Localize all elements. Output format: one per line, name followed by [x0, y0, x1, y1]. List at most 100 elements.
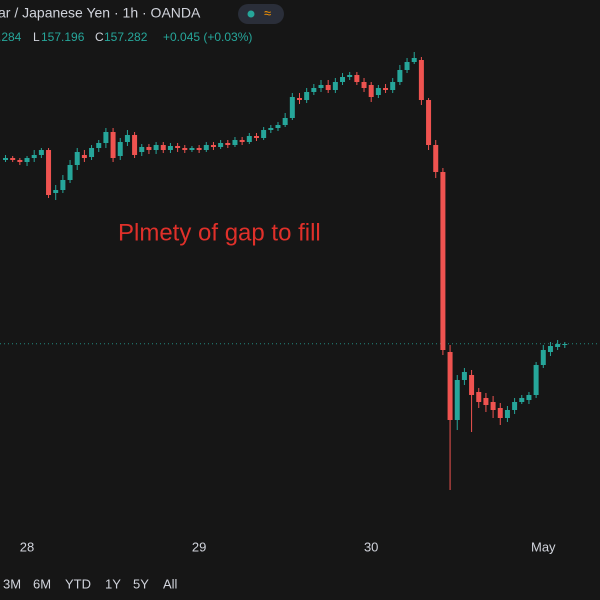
candle-body — [74, 152, 80, 165]
candle-body — [397, 70, 403, 82]
candle-body — [354, 75, 360, 82]
candle-body — [426, 100, 432, 145]
candle-body — [347, 75, 353, 77]
candle-body — [289, 97, 295, 118]
candle-body — [67, 165, 73, 180]
candle-body — [375, 88, 381, 95]
candle-body — [167, 146, 173, 150]
candle-body — [253, 136, 259, 138]
candle-body — [225, 143, 231, 145]
candle-body — [3, 158, 9, 160]
candle-body — [411, 58, 417, 62]
ohlc-close: 157.282 — [104, 30, 148, 44]
status-icon: ≈ — [264, 5, 271, 20]
status-pill[interactable] — [238, 4, 284, 24]
candle-body — [282, 118, 288, 125]
candle-body — [189, 148, 195, 150]
candle-body — [31, 155, 37, 158]
candle-body — [53, 190, 59, 193]
candle-body — [46, 150, 52, 195]
ohlc-low: 157.196 — [41, 30, 85, 44]
candle-body — [433, 145, 439, 172]
candle-body — [311, 88, 317, 92]
candle-body — [232, 140, 238, 145]
candle-body — [512, 402, 518, 410]
candle-body — [239, 140, 245, 142]
range-button[interactable]: All — [163, 576, 178, 591]
candle-body — [38, 150, 44, 155]
candle-body — [81, 155, 87, 158]
candle-body — [261, 130, 267, 138]
candle-body — [519, 398, 525, 402]
candle-body — [17, 160, 23, 162]
candle-body — [483, 398, 489, 405]
x-tick-label: 30 — [364, 539, 378, 554]
candle-body — [146, 147, 152, 150]
candle-body — [533, 365, 539, 395]
candle-body — [547, 346, 553, 352]
candle-body — [139, 147, 145, 152]
ohlc-high: .284 — [0, 30, 22, 44]
range-button[interactable]: 1Y — [105, 576, 121, 591]
ohlc-close-label: C — [95, 30, 104, 44]
candle-body — [218, 143, 224, 147]
candle-body — [390, 82, 396, 90]
candle-body — [296, 98, 302, 100]
candle-body — [497, 408, 503, 418]
candle-body — [469, 375, 475, 395]
candle-body — [540, 350, 546, 365]
ohlc-low-label: L — [33, 30, 40, 44]
candle-body — [383, 88, 389, 90]
candle-body — [210, 145, 216, 147]
ohlc-change: +0.045 (+0.03%) — [163, 30, 252, 44]
candle-body — [332, 82, 338, 90]
x-tick-label: 29 — [192, 539, 206, 554]
candle-body — [60, 180, 66, 190]
candle-body — [454, 380, 460, 420]
candle-body — [117, 142, 123, 156]
range-button[interactable]: YTD — [65, 576, 91, 591]
candle-body — [132, 135, 138, 155]
candle-body — [196, 148, 202, 150]
candle-body — [203, 145, 209, 150]
candle-body — [304, 92, 310, 100]
candle-body — [504, 410, 510, 418]
candle-body — [447, 352, 453, 420]
candle-body — [555, 344, 561, 347]
candle-body — [24, 158, 30, 162]
candle-body — [340, 77, 346, 82]
candle-body — [361, 82, 367, 88]
candle-body — [246, 136, 252, 142]
candle-body — [440, 172, 446, 350]
candle-body — [153, 145, 159, 150]
candle-body — [160, 145, 166, 150]
range-button[interactable]: 6M — [33, 576, 51, 591]
candle-body — [110, 132, 116, 158]
candle-body — [268, 128, 274, 130]
annotation: Plmety of gap to fill — [118, 219, 321, 246]
range-button[interactable]: 5Y — [133, 576, 149, 591]
candle-body — [275, 125, 281, 128]
status-dot — [247, 10, 255, 18]
candle-body — [318, 85, 324, 88]
candle-body — [490, 402, 496, 410]
candle-body — [418, 60, 424, 100]
candle-body — [404, 62, 410, 70]
candle-body — [368, 85, 374, 97]
range-button[interactable]: 3M — [3, 576, 21, 591]
candle-body — [461, 372, 467, 380]
candle-body — [89, 148, 95, 157]
x-tick-label: 28 — [20, 539, 34, 554]
candle-body — [96, 143, 102, 148]
candle-body — [526, 395, 532, 400]
candle-body — [182, 148, 188, 150]
candle-body — [476, 392, 482, 402]
candle-body — [325, 85, 331, 90]
candle-body — [562, 344, 568, 345]
symbol-title: ar / Japanese Yen · 1h · OANDA — [0, 5, 201, 21]
candle-body — [10, 158, 16, 160]
candle-body — [103, 132, 109, 143]
candle-body — [175, 146, 181, 148]
